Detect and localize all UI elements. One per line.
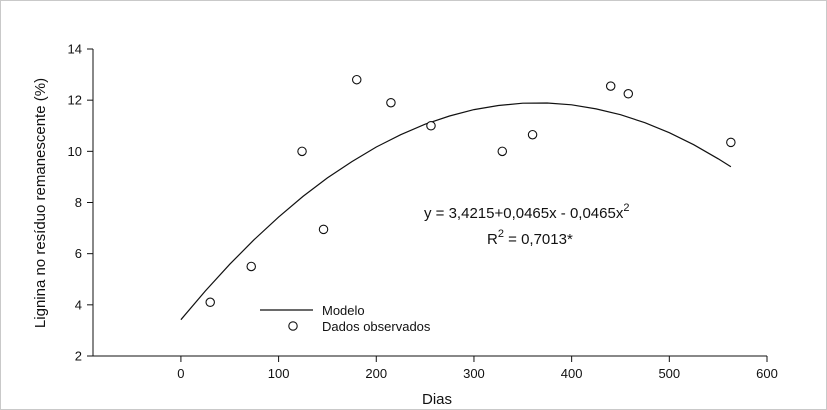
data-point [297, 146, 307, 157]
data-point [351, 74, 362, 85]
data-point [605, 81, 616, 91]
model-curve [180, 102, 732, 321]
y-ticks: 2 4 6 8 10 12 14 [68, 42, 93, 364]
data-point [623, 89, 634, 99]
x-ticks: 0 100 200 300 400 500 600 [177, 356, 778, 381]
data-point [726, 137, 736, 148]
data-point [426, 121, 436, 131]
equation-annotation: y = 3,4215+0,0465x - 0,0465x2 R2 = 0,701… [424, 202, 629, 248]
equation-superscript: 2 [623, 202, 629, 214]
r2-prefix: R [487, 231, 498, 248]
data-point [527, 129, 538, 140]
x-tick-label: 500 [658, 366, 680, 381]
x-tick-label: 600 [756, 366, 778, 381]
y-tick-label: 12 [68, 93, 82, 108]
legend: Modelo Dados observados [260, 303, 431, 334]
data-point [205, 297, 215, 308]
x-tick-label: 300 [463, 366, 485, 381]
legend-label-model: Modelo [322, 303, 365, 318]
equation-text: y = 3,4215+0,0465x - 0,0465x2 [424, 202, 629, 222]
r2-superscript: 2 [498, 228, 504, 240]
legend-label-observed: Dados observados [322, 319, 431, 334]
x-axis-title: Dias [422, 391, 452, 408]
x-tick-label: 400 [561, 366, 583, 381]
legend-circle-marker [288, 321, 298, 331]
x-tick-label: 200 [365, 366, 387, 381]
y-tick-label: 2 [75, 349, 82, 364]
observed-points [205, 74, 736, 308]
y-tick-label: 10 [68, 144, 82, 159]
data-point [246, 261, 256, 272]
y-axis-title: Lignina no resíduo remanescente (%) [32, 78, 49, 328]
r-squared-text: R2 = 0,7013* [487, 228, 573, 248]
y-tick-label: 8 [75, 195, 82, 210]
y-tick-label: 6 [75, 246, 82, 261]
data-point [318, 224, 329, 235]
equation-main: y = 3,4215+0,0465x - 0,0465x [424, 205, 624, 222]
data-point [386, 97, 396, 108]
y-tick-label: 4 [75, 297, 82, 312]
y-tick-label: 14 [68, 42, 82, 57]
data-point [497, 146, 508, 157]
x-tick-label: 100 [268, 366, 290, 381]
x-tick-label: 0 [177, 366, 184, 381]
axes [92, 49, 767, 357]
r2-value: = 0,7013* [504, 231, 573, 248]
